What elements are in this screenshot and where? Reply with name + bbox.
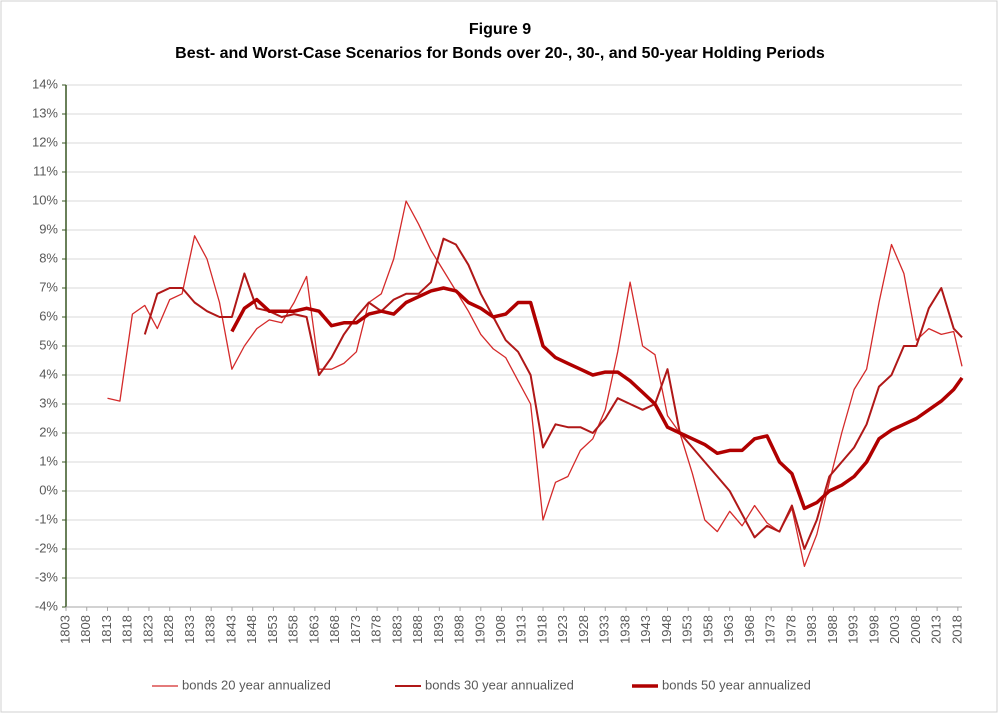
x-tick-label: 2013 bbox=[929, 615, 944, 644]
x-tick-label: 2008 bbox=[908, 615, 923, 644]
x-tick-label: 1953 bbox=[680, 615, 695, 644]
x-tick-label: 1988 bbox=[825, 615, 840, 644]
x-tick-label: 1883 bbox=[389, 615, 404, 644]
y-tick-label: 5% bbox=[39, 337, 58, 352]
chart-title: Figure 9 bbox=[469, 21, 531, 38]
x-tick-label: 1808 bbox=[78, 615, 93, 644]
y-tick-label: 12% bbox=[32, 134, 58, 149]
x-tick-label: 1853 bbox=[265, 615, 280, 644]
x-tick-label: 1823 bbox=[140, 615, 155, 644]
y-tick-label: 6% bbox=[39, 308, 58, 323]
x-tick-label: 1848 bbox=[244, 615, 259, 644]
legend-label: bonds 20 year annualized bbox=[182, 677, 331, 692]
x-tick-label: 1903 bbox=[472, 615, 487, 644]
x-tick-label: 1928 bbox=[576, 615, 591, 644]
x-tick-label: 1918 bbox=[534, 615, 549, 644]
x-tick-label: 2003 bbox=[887, 615, 902, 644]
x-tick-label: 1873 bbox=[348, 615, 363, 644]
x-tick-label: 1938 bbox=[617, 615, 632, 644]
y-tick-label: 11% bbox=[33, 163, 58, 178]
y-tick-label: 14% bbox=[32, 76, 58, 91]
y-tick-label: -3% bbox=[35, 569, 59, 584]
y-tick-label: 1% bbox=[39, 453, 58, 468]
y-tick-label: -4% bbox=[35, 598, 59, 613]
x-tick-label: 1898 bbox=[452, 615, 467, 644]
x-tick-label: 1818 bbox=[120, 615, 135, 644]
x-tick-label: 1803 bbox=[57, 615, 72, 644]
x-tick-label: 1993 bbox=[846, 615, 861, 644]
x-tick-label: 1933 bbox=[597, 615, 612, 644]
x-tick-label: 1908 bbox=[493, 615, 508, 644]
y-tick-label: 10% bbox=[32, 192, 58, 207]
x-tick-label: 1973 bbox=[763, 615, 778, 644]
y-tick-label: 2% bbox=[39, 424, 58, 439]
legend-label: bonds 30 year annualized bbox=[425, 677, 574, 692]
data-line bbox=[107, 200, 963, 568]
x-tick-label: 1843 bbox=[223, 615, 238, 644]
chart-subtitle: Best- and Worst-Case Scenarios for Bonds… bbox=[175, 45, 825, 62]
x-tick-label: 1948 bbox=[659, 615, 674, 644]
x-tick-label: 1878 bbox=[369, 615, 384, 644]
y-tick-label: -1% bbox=[35, 511, 59, 526]
data-line bbox=[143, 237, 963, 550]
y-tick-label: 13% bbox=[32, 105, 58, 120]
x-tick-label: 1893 bbox=[431, 615, 446, 644]
y-tick-label: 9% bbox=[39, 221, 58, 236]
x-tick-label: 1958 bbox=[700, 615, 715, 644]
x-tick-label: 1863 bbox=[306, 615, 321, 644]
x-tick-label: 1963 bbox=[721, 615, 736, 644]
y-tick-label: -2% bbox=[35, 540, 59, 555]
y-tick-label: 0% bbox=[39, 482, 58, 497]
y-tick-label: 8% bbox=[39, 250, 58, 265]
x-tick-label: 1943 bbox=[638, 615, 653, 644]
y-tick-label: 4% bbox=[39, 366, 58, 381]
y-tick-label: 3% bbox=[39, 395, 58, 410]
y-tick-label: 7% bbox=[39, 279, 58, 294]
x-tick-label: 1813 bbox=[99, 615, 114, 644]
x-tick-label: 1838 bbox=[203, 615, 218, 644]
x-tick-label: 1833 bbox=[182, 615, 197, 644]
x-tick-label: 1968 bbox=[742, 615, 757, 644]
x-tick-label: 1868 bbox=[327, 615, 342, 644]
x-tick-label: 1828 bbox=[161, 615, 176, 644]
x-tick-label: 1923 bbox=[555, 615, 570, 644]
x-tick-label: 2018 bbox=[949, 615, 964, 644]
x-tick-label: 1858 bbox=[286, 615, 301, 644]
x-tick-label: 1913 bbox=[514, 615, 529, 644]
x-tick-label: 1983 bbox=[804, 615, 819, 644]
data-line bbox=[230, 286, 964, 511]
legend-label: bonds 50 year annualized bbox=[662, 677, 811, 692]
x-tick-label: 1888 bbox=[410, 615, 425, 644]
x-tick-label: 1998 bbox=[866, 615, 881, 644]
x-tick-label: 1978 bbox=[783, 615, 798, 644]
